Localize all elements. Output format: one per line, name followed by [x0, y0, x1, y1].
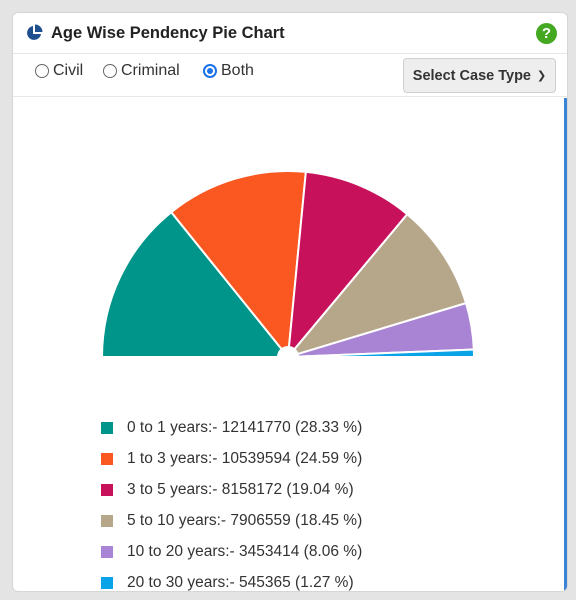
pie-chart-icon: [27, 24, 43, 40]
radio-criminal[interactable]: Criminal: [103, 62, 180, 80]
pie-chart: [100, 170, 476, 358]
pie-slice-5[interactable]: [296, 348, 476, 358]
radio-both[interactable]: Both: [203, 62, 254, 80]
legend-item[interactable]: 20 to 30 years:- 545365 (1.27 %): [101, 574, 354, 591]
card-title: Age Wise Pendency Pie Chart: [51, 23, 285, 42]
chevron-down-icon: ❯: [537, 70, 547, 82]
legend-label: 5 to 10 years:- 7906559 (18.45 %): [127, 512, 363, 529]
legend-swatch: [101, 484, 113, 496]
legend-swatch: [101, 422, 113, 434]
legend-item[interactable]: 5 to 10 years:- 7906559 (18.45 %): [101, 512, 362, 530]
select-case-type-dropdown[interactable]: Select Case Type ❯: [403, 58, 556, 93]
filter-bar: Civil Criminal Both Select Case Type ❯: [13, 54, 567, 97]
radio-civil-circle[interactable]: [35, 64, 49, 78]
scrollbar[interactable]: [564, 98, 567, 591]
legend-swatch: [101, 515, 113, 527]
radio-civil-label: Civil: [53, 62, 84, 79]
legend-label: 20 to 30 years:- 545365 (1.27 %): [127, 574, 354, 591]
radio-both-label: Both: [221, 62, 254, 79]
legend-item[interactable]: 3 to 5 years:- 8158172 (19.04 %): [101, 481, 354, 499]
pendency-chart-card: Age Wise Pendency Pie Chart ? Civil Crim…: [12, 12, 568, 592]
radio-both-circle[interactable]: [203, 64, 217, 78]
pie-slice-1[interactable]: [169, 170, 307, 351]
card-header: Age Wise Pendency Pie Chart ?: [13, 13, 567, 54]
legend-label: 0 to 1 years:- 12141770 (28.33 %): [127, 419, 363, 436]
legend-item[interactable]: 10 to 20 years:- 3453414 (8.06 %): [101, 543, 362, 561]
pie-slice-2[interactable]: [287, 170, 409, 351]
pie-slice-3[interactable]: [293, 212, 468, 356]
legend-swatch: [101, 577, 113, 589]
legend-label: 1 to 3 years:- 10539594 (24.59 %): [127, 450, 363, 467]
select-case-type-label: Select Case Type: [412, 67, 531, 84]
pie-slice-0[interactable]: [100, 210, 284, 358]
help-icon[interactable]: ?: [536, 23, 557, 44]
legend-swatch: [101, 546, 113, 558]
radio-criminal-label: Criminal: [121, 62, 180, 79]
legend-item[interactable]: 0 to 1 years:- 12141770 (28.33 %): [101, 419, 362, 437]
legend-label: 10 to 20 years:- 3453414 (8.06 %): [127, 543, 363, 560]
legend-label: 3 to 5 years:- 8158172 (19.04 %): [127, 481, 354, 498]
radio-criminal-circle[interactable]: [103, 64, 117, 78]
legend-item[interactable]: 1 to 3 years:- 10539594 (24.59 %): [101, 450, 362, 468]
radio-civil[interactable]: Civil: [35, 62, 83, 80]
legend-swatch: [101, 453, 113, 465]
